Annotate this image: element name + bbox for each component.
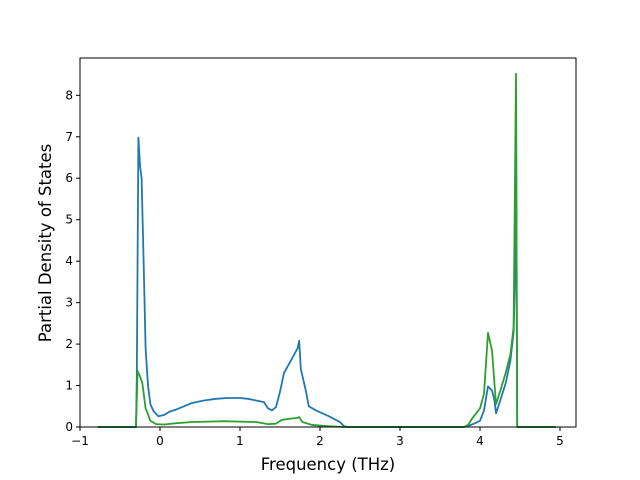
x-tick-label: 1 <box>236 434 244 448</box>
x-axis-label: Frequency (THz) <box>261 455 396 474</box>
y-tick-label: 0 <box>65 420 73 434</box>
series-line-2 <box>97 72 556 428</box>
x-tick-label: 5 <box>556 434 564 448</box>
y-tick-label: 3 <box>65 296 73 310</box>
plot-frame <box>79 57 577 428</box>
y-tick-label: 2 <box>65 337 73 351</box>
y-tick-label: 6 <box>65 171 73 185</box>
x-tick-label: 2 <box>316 434 324 448</box>
y-tick-label: 7 <box>65 130 73 144</box>
series-layer <box>97 72 556 428</box>
y-tick-label: 4 <box>65 254 73 268</box>
x-tick-label: 4 <box>476 434 484 448</box>
x-tick-label: 0 <box>156 434 164 448</box>
y-axis-label: Partial Density of States <box>36 144 55 343</box>
y-tick-label: 5 <box>65 213 73 227</box>
series-line-1 <box>97 94 556 428</box>
x-tick-label: 3 <box>396 434 404 448</box>
y-ticks: 0 1 2 3 4 5 6 7 8 <box>65 88 80 434</box>
x-ticks: −1 0 1 2 3 4 5 <box>71 427 564 448</box>
x-tick-label: −1 <box>71 434 89 448</box>
plot-area <box>80 58 576 427</box>
y-tick-label: 8 <box>65 88 73 102</box>
y-tick-label: 1 <box>65 379 73 393</box>
